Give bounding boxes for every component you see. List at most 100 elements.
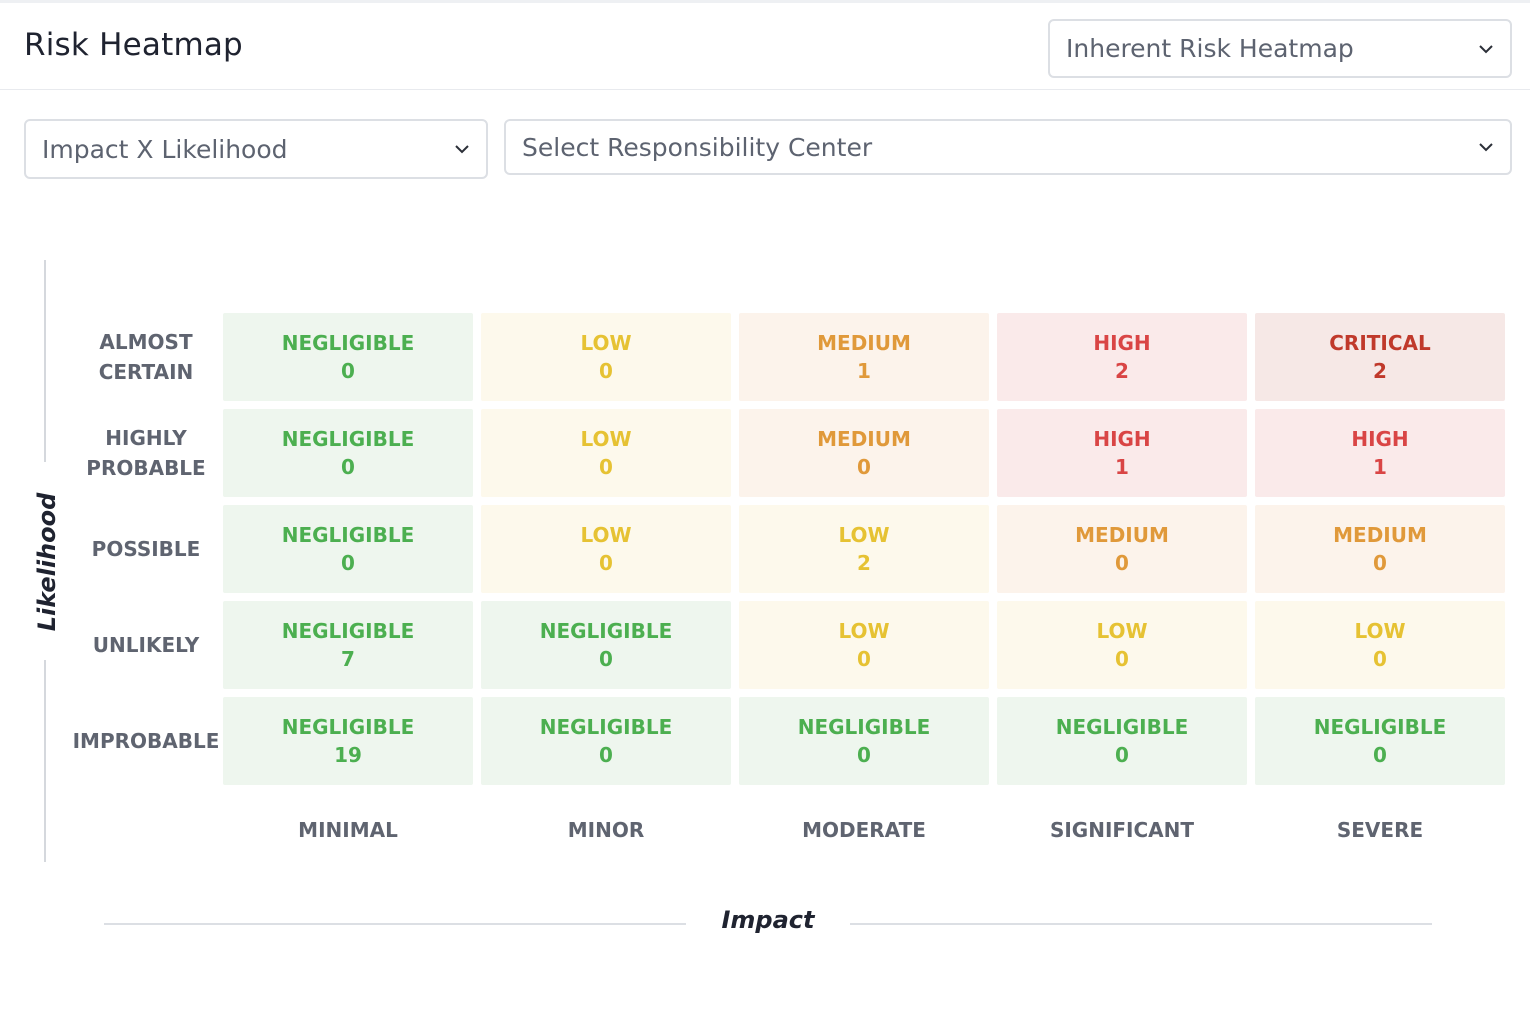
cell-count: 0 — [1115, 743, 1129, 767]
cell-count: 2 — [857, 551, 871, 575]
chevron-down-icon — [455, 145, 469, 154]
heatmap-cell[interactable]: NEGLIGIBLE 19 — [223, 697, 473, 785]
column-label: MINOR — [567, 818, 645, 842]
header: Risk Heatmap — [0, 3, 1530, 90]
heatmap-cell[interactable]: NEGLIGIBLE 0 — [1255, 697, 1505, 785]
chevron-down-icon — [1479, 44, 1493, 53]
heatmap-cell[interactable]: NEGLIGIBLE 0 — [481, 601, 731, 689]
axis-select[interactable]: Impact X Likelihood — [24, 119, 488, 179]
cell-count: 0 — [1373, 743, 1387, 767]
axis-select-value: Impact X Likelihood — [42, 134, 288, 164]
cell-count: 0 — [857, 647, 871, 671]
cell-level: NEGLIGIBLE — [1055, 715, 1189, 739]
cell-count: 2 — [1373, 359, 1387, 383]
cell-count: 1 — [1115, 455, 1129, 479]
column-label: SIGNIFICANT — [1049, 818, 1195, 842]
cell-level: NEGLIGIBLE — [797, 715, 931, 739]
row-label: POSSIBLE — [70, 534, 222, 564]
cell-level: MEDIUM — [1333, 523, 1427, 547]
x-axis-line-right — [850, 923, 1432, 925]
cell-count: 2 — [1115, 359, 1129, 383]
page-title: Risk Heatmap — [24, 27, 243, 63]
cell-level: LOW — [580, 331, 632, 355]
heatmap-cell[interactable]: NEGLIGIBLE 7 — [223, 601, 473, 689]
cell-count: 0 — [599, 359, 613, 383]
x-axis-label: Impact — [721, 906, 815, 934]
responsibility-center-select[interactable]: Select Responsibility Center — [504, 119, 1512, 175]
responsibility-center-placeholder: Select Responsibility Center — [522, 132, 873, 162]
row-label-line: IMPROBABLE — [72, 729, 220, 753]
row-label-line: CERTAIN — [98, 360, 194, 384]
cell-count: 0 — [599, 647, 613, 671]
cell-level: LOW — [838, 619, 890, 643]
heatmap-cell[interactable]: HIGH 1 — [1255, 409, 1505, 497]
cell-level: MEDIUM — [1075, 523, 1169, 547]
cell-count: 1 — [857, 359, 871, 383]
heatmap-cell[interactable]: NEGLIGIBLE 0 — [223, 409, 473, 497]
cell-level: CRITICAL — [1329, 331, 1431, 355]
cell-level: HIGH — [1093, 427, 1151, 451]
heatmap-cell[interactable]: LOW 2 — [739, 505, 989, 593]
cell-count: 0 — [1115, 647, 1129, 671]
cell-count: 0 — [599, 455, 613, 479]
x-axis-line-left — [104, 923, 686, 925]
heatmap-cell[interactable]: MEDIUM 0 — [1255, 505, 1505, 593]
heatmap-type-select[interactable]: Inherent Risk Heatmap — [1048, 19, 1512, 78]
cell-count: 19 — [334, 743, 362, 767]
heatmap-cell[interactable]: MEDIUM 0 — [997, 505, 1247, 593]
row-label-line: POSSIBLE — [91, 537, 201, 561]
heatmap-cell[interactable]: CRITICAL 2 — [1255, 313, 1505, 401]
cell-level: NEGLIGIBLE — [281, 523, 415, 547]
heatmap-type-value: Inherent Risk Heatmap — [1066, 34, 1354, 63]
cell-level: LOW — [580, 523, 632, 547]
heatmap-cell[interactable]: HIGH 2 — [997, 313, 1247, 401]
cell-count: 1 — [1373, 455, 1387, 479]
column-label: MINIMAL — [298, 818, 398, 842]
cell-count: 0 — [1115, 551, 1129, 575]
heatmap-cell[interactable]: LOW 0 — [1255, 601, 1505, 689]
heatmap-cell[interactable]: MEDIUM 1 — [739, 313, 989, 401]
column-label: SEVERE — [1336, 818, 1424, 842]
row-label-line: ALMOST — [99, 330, 193, 354]
cell-level: NEGLIGIBLE — [281, 427, 415, 451]
cell-count: 0 — [857, 743, 871, 767]
heatmap-cell[interactable]: LOW 0 — [997, 601, 1247, 689]
cell-level: HIGH — [1351, 427, 1409, 451]
heatmap-cell[interactable]: LOW 0 — [481, 505, 731, 593]
cell-count: 0 — [1373, 647, 1387, 671]
cell-count: 0 — [341, 359, 355, 383]
heatmap-cell[interactable]: NEGLIGIBLE 0 — [223, 313, 473, 401]
cell-count: 0 — [599, 551, 613, 575]
chevron-down-icon — [1479, 143, 1493, 152]
cell-level: LOW — [580, 427, 632, 451]
heatmap-cell[interactable]: LOW 0 — [481, 409, 731, 497]
heatmap-cell[interactable]: HIGH 1 — [997, 409, 1247, 497]
row-label-line: PROBABLE — [86, 456, 206, 480]
cell-level: NEGLIGIBLE — [281, 715, 415, 739]
cell-level: NEGLIGIBLE — [281, 331, 415, 355]
y-axis-line-top — [44, 260, 46, 462]
column-label: MODERATE — [802, 818, 926, 842]
heatmap-cell[interactable]: NEGLIGIBLE 0 — [223, 505, 473, 593]
cell-count: 0 — [599, 743, 613, 767]
cell-count: 0 — [341, 551, 355, 575]
heatmap-cell[interactable]: NEGLIGIBLE 0 — [739, 697, 989, 785]
cell-level: MEDIUM — [817, 427, 911, 451]
cell-level: NEGLIGIBLE — [539, 619, 673, 643]
cell-level: HIGH — [1093, 331, 1151, 355]
row-label-line: HIGHLY — [105, 426, 187, 450]
row-label: IMPROBABLE — [70, 726, 222, 756]
heatmap-cell[interactable]: LOW 0 — [739, 601, 989, 689]
row-label: HIGHLY PROBABLE — [70, 423, 222, 483]
cell-level: LOW — [838, 523, 890, 547]
heatmap-cell[interactable]: NEGLIGIBLE 0 — [997, 697, 1247, 785]
cell-level: NEGLIGIBLE — [539, 715, 673, 739]
cell-count: 0 — [857, 455, 871, 479]
heatmap-cell[interactable]: MEDIUM 0 — [739, 409, 989, 497]
heatmap-cell[interactable]: LOW 0 — [481, 313, 731, 401]
cell-level: LOW — [1096, 619, 1148, 643]
row-label-line: UNLIKELY — [92, 633, 200, 657]
heatmap-cell[interactable]: NEGLIGIBLE 0 — [481, 697, 731, 785]
y-axis-label: Likelihood — [33, 492, 61, 632]
cell-level: NEGLIGIBLE — [281, 619, 415, 643]
